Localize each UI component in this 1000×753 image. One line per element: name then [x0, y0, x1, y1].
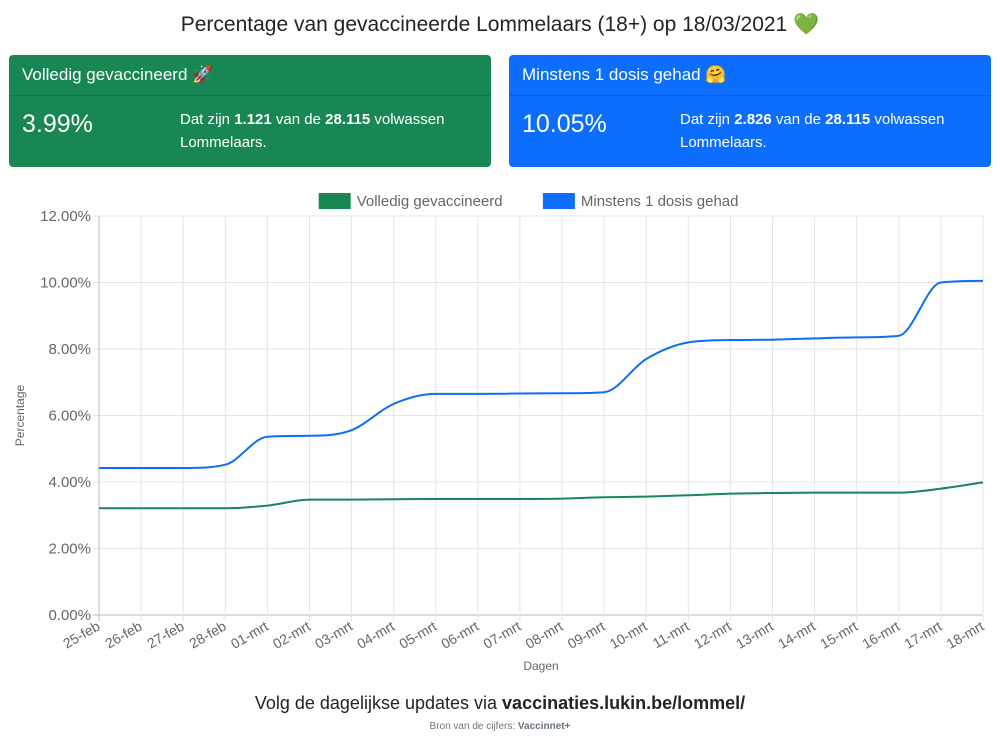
- x-tick-label: 13-mrt: [733, 618, 776, 652]
- updates-link[interactable]: vaccinaties.lukin.be/lommel/: [502, 693, 746, 713]
- card-total: 28.115: [325, 111, 371, 128]
- footer-prefix: Volg de dagelijkse updates via: [254, 693, 498, 713]
- source-line: Bron van de cijfers: Vaccinnet+: [0, 721, 1000, 732]
- page-title: Percentage van gevaccineerde Lommelaars …: [0, 12, 1000, 37]
- hugging-face-icon: 🤗: [705, 65, 727, 85]
- x-tick-label: 11-mrt: [650, 618, 692, 652]
- y-tick-label: 4.00%: [48, 474, 91, 491]
- card-text-suffix: volwassen Lommelaars.: [680, 111, 945, 151]
- legend-label[interactable]: Minstens 1 dosis gehad: [581, 193, 739, 210]
- card-text-suffix: volwassen Lommelaars.: [180, 111, 445, 151]
- x-tick-label: 14-mrt: [775, 618, 818, 652]
- card-description: Dat zijn 2.826 van de 28.115 volwassen L…: [680, 108, 980, 154]
- card-header-label: Volledig gevaccineerd: [22, 65, 188, 84]
- x-tick-label: 03-mrt: [312, 618, 355, 652]
- y-tick-label: 0.00%: [48, 607, 91, 624]
- x-tick-label: 07-mrt: [480, 618, 523, 652]
- footer-updates: Volg de dagelijkse updates via vaccinati…: [0, 693, 1000, 714]
- x-tick-label: 12-mrt: [691, 618, 734, 652]
- x-tick-label: 05-mrt: [396, 618, 439, 652]
- rocket-icon: 🚀: [192, 65, 214, 85]
- x-tick-label: 27-feb: [144, 618, 187, 652]
- x-tick-label: 04-mrt: [354, 618, 397, 652]
- x-tick-label: 15-mrt: [817, 618, 860, 652]
- card-header: Minstens 1 dosis gehad 🤗: [509, 55, 991, 96]
- x-tick-label: 17-mrt: [901, 618, 944, 652]
- legend-swatch[interactable]: [542, 193, 575, 209]
- card-first-dose: Minstens 1 dosis gehad 🤗 10.05% Dat zijn…: [509, 55, 991, 167]
- y-tick-label: 10.00%: [40, 275, 91, 292]
- card-text-middle: van de: [775, 111, 821, 128]
- legend-swatch[interactable]: [318, 193, 351, 209]
- y-tick-label: 6.00%: [48, 408, 91, 425]
- card-header: Volledig gevaccineerd 🚀: [9, 55, 491, 96]
- series-line-first-dose: [98, 279, 984, 470]
- card-text-prefix: Dat zijn: [680, 111, 731, 128]
- x-tick-label: 10-mrt: [607, 618, 650, 652]
- vaccination-line-chart: 0.00%2.00%4.00%6.00%8.00%10.00%12.00%25-…: [13, 193, 987, 673]
- green-heart-icon: 💚: [793, 12, 820, 36]
- source-prefix: Bron van de cijfers:: [429, 721, 516, 732]
- x-tick-label: 18-mrt: [943, 618, 986, 652]
- card-count: 2.826: [734, 111, 772, 128]
- x-axis-label: Dagen: [523, 659, 558, 673]
- y-axis-label: Percentage: [13, 384, 27, 446]
- x-tick-label: 26-feb: [102, 618, 145, 652]
- source-name: Vaccinnet+: [517, 721, 571, 732]
- x-tick-label: 09-mrt: [565, 618, 608, 652]
- x-tick-label: 28-feb: [186, 618, 229, 652]
- card-body: 3.99% Dat zijn 1.121 van de 28.115 volwa…: [9, 96, 491, 167]
- card-header-label: Minstens 1 dosis gehad: [522, 65, 701, 84]
- x-tick-label: 16-mrt: [859, 618, 902, 652]
- card-text-middle: van de: [275, 111, 321, 128]
- series-line-fully-vaccinated: [98, 481, 984, 510]
- card-percentage: 3.99%: [22, 110, 93, 138]
- page-title-text: Percentage van gevaccineerde Lommelaars …: [180, 13, 788, 36]
- card-percentage: 10.05%: [522, 110, 607, 138]
- card-text-prefix: Dat zijn: [180, 111, 231, 128]
- card-count: 1.121: [234, 111, 272, 128]
- card-total: 28.115: [825, 111, 871, 128]
- y-tick-label: 2.00%: [48, 541, 91, 558]
- x-tick-label: 01-mrt: [228, 618, 271, 652]
- card-body: 10.05% Dat zijn 2.826 van de 28.115 volw…: [509, 96, 991, 167]
- x-tick-label: 08-mrt: [523, 618, 566, 652]
- x-tick-label: 02-mrt: [270, 618, 313, 652]
- card-fully-vaccinated: Volledig gevaccineerd 🚀 3.99% Dat zijn 1…: [9, 55, 491, 167]
- x-tick-label: 06-mrt: [438, 618, 481, 652]
- legend-label[interactable]: Volledig gevaccineerd: [357, 193, 503, 210]
- y-tick-label: 8.00%: [48, 341, 91, 358]
- card-description: Dat zijn 1.121 van de 28.115 volwassen L…: [180, 108, 475, 154]
- y-tick-label: 12.00%: [40, 208, 91, 225]
